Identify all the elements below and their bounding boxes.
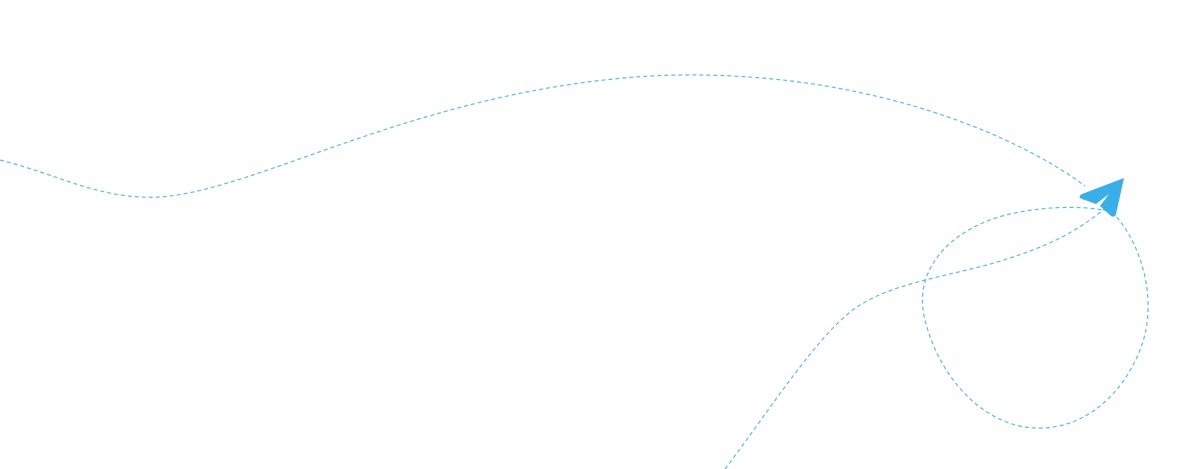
paper-plane-icon <box>1079 178 1124 217</box>
flight-trail-loop <box>921 206 1149 429</box>
flight-trail-bottom <box>724 205 1109 469</box>
flight-trail-top <box>0 74 1086 198</box>
